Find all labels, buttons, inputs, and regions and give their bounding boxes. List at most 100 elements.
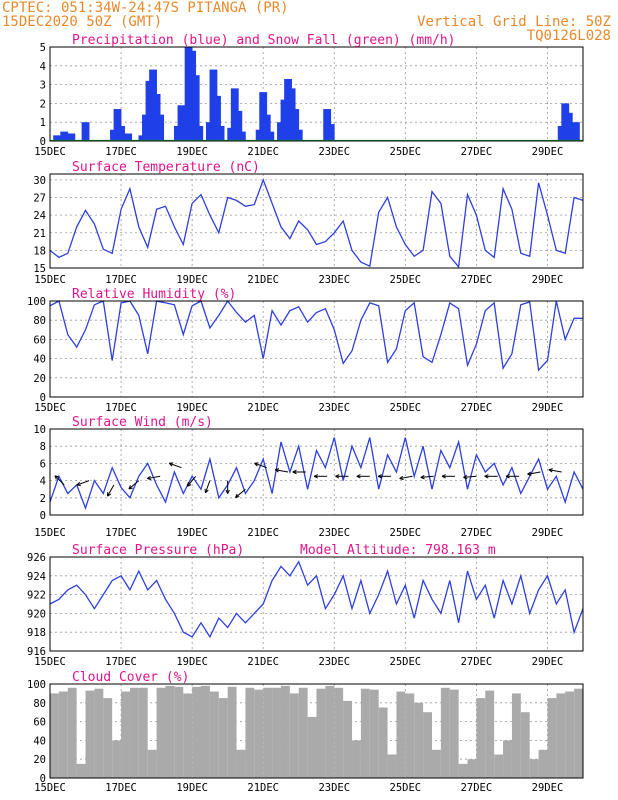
cloud-cover-bar: [94, 688, 104, 778]
wind-arrow-head: [377, 475, 382, 479]
x-tick-label: 27DEC: [461, 146, 493, 158]
plot-frame: [49, 46, 584, 142]
cloud-cover-bar: [58, 691, 68, 778]
precip-bar: [294, 129, 303, 141]
cloud-cover-bar: [209, 691, 219, 778]
x-tick-label: 23DEC: [318, 782, 350, 794]
y-tick-label: 916: [27, 646, 46, 658]
y-tick-label: 922: [27, 590, 46, 602]
wind-arrow-head: [274, 469, 279, 473]
wind-arrow-shaft: [76, 480, 90, 486]
panel-title: Cloud Cover (%): [72, 670, 189, 685]
y-tick-label: 80: [33, 315, 46, 327]
precip-bar: [177, 105, 186, 141]
precip-bar: [113, 109, 122, 141]
cloud-cover-bar: [369, 689, 379, 778]
x-tick-label: 23DEC: [318, 527, 350, 539]
precip-bar: [191, 75, 200, 141]
panel-title: Surface Pressure (hPa): [72, 543, 244, 558]
series-line: [49, 178, 584, 269]
wind-arrow-head: [187, 484, 192, 487]
cloud-cover-bar: [396, 691, 406, 778]
cloud-cover-bar: [165, 685, 175, 778]
wind-arrow: [420, 474, 434, 480]
x-tick-label: 17DEC: [105, 146, 137, 158]
wind-arrow-head: [235, 496, 240, 499]
precip-bar: [234, 110, 243, 141]
x-tick-label: 25DEC: [390, 146, 422, 158]
cloud-cover-bar: [174, 686, 184, 778]
cloud-cover-bar: [360, 688, 370, 778]
wind-arrow-head: [441, 474, 446, 477]
y-tick-label: 100: [27, 679, 46, 691]
x-tick-label: 23DEC: [318, 402, 350, 414]
y-tick-label: 8: [40, 441, 46, 453]
panel-3: 0 20 40 60 80 100 15DEC 17DEC 19DEC 21DEC 23DEC 25D…: [27, 287, 584, 414]
x-tick-label: 21DEC: [247, 146, 279, 158]
precip-bar: [60, 131, 69, 141]
wind-arrow: [168, 462, 182, 469]
x-tick-label: 29DEC: [532, 402, 564, 414]
y-tick-label: 926: [27, 552, 46, 564]
cloud-cover-bar: [227, 686, 237, 778]
y-tick-label: 100: [27, 296, 46, 308]
cloud-cover-bar: [272, 687, 281, 778]
x-tick-label: 29DEC: [532, 146, 564, 158]
wind-arrow-shaft: [254, 462, 267, 469]
precip-bar: [291, 109, 300, 141]
wind-arrow-head: [168, 462, 173, 467]
panel-annotation: Model Altitude: 798.163 m: [300, 543, 496, 558]
cloud-cover-bar: [574, 688, 583, 778]
cloud-cover-bar: [76, 763, 86, 778]
wind-arrow: [274, 468, 289, 473]
x-tick-label: 29DEC: [532, 782, 564, 794]
wind-arrow-shaft: [147, 475, 161, 480]
cloud-cover-bar: [85, 690, 95, 778]
wind-arrow-shaft: [235, 488, 246, 498]
y-tick-label: 6: [40, 458, 46, 470]
cloud-cover-bar: [538, 749, 548, 778]
cloud-cover-bar: [316, 688, 326, 778]
plot-frame: [49, 173, 584, 269]
wind-arrow-head: [292, 469, 297, 473]
x-tick-label: 27DEC: [461, 782, 493, 794]
x-tick-label: 17DEC: [105, 274, 137, 286]
wind-arrow-shaft: [548, 469, 562, 473]
cloud-cover-bar: [103, 698, 113, 778]
x-tick-label: 15DEC: [34, 402, 66, 414]
cloud-cover-bar: [449, 689, 459, 778]
y-tick-label: 918: [27, 627, 46, 639]
panel-6: 0 20 40 60 80 100 15DEC 17DEC 19DEC 21DEC 23DEC 25D…: [27, 670, 584, 794]
cloud-cover-bar: [343, 700, 353, 778]
header-location: CPTEC: 051:34W-24:47S PITANGA (PR): [2, 0, 289, 16]
cloud-cover-bar: [121, 691, 130, 778]
plot-frame: [49, 428, 584, 516]
wind-arrow: [76, 480, 90, 486]
precip-bar: [262, 114, 271, 141]
wind-arrow-head: [147, 475, 151, 479]
x-tick-label: 15DEC: [34, 782, 66, 794]
wind-arrow-head: [275, 468, 280, 471]
wind-arrow: [313, 474, 328, 479]
cloud-cover-bar: [245, 687, 255, 778]
wind-arrow-head: [205, 489, 209, 494]
cloud-cover-bar: [280, 685, 290, 778]
y-tick-label: 40: [33, 735, 46, 747]
panel-2: 15 18 21 24 27 30 15DEC 17DEC 19DEC 21DEC 23DEC 25D…: [33, 160, 584, 286]
wind-arrow-shaft: [204, 480, 211, 493]
wind-arrow-head: [505, 475, 510, 479]
wind-arrow: [505, 474, 520, 479]
x-tick-label: 21DEC: [247, 274, 279, 286]
y-tick-label: 18: [33, 245, 46, 257]
wind-arrow-head: [147, 478, 152, 481]
precip-bar: [124, 133, 133, 141]
x-tick-label: 17DEC: [105, 782, 137, 794]
precip-bar: [216, 125, 225, 141]
cloud-cover-bar: [423, 712, 432, 778]
cloud-cover-bar: [298, 687, 308, 778]
y-tick-label: 21: [33, 228, 46, 240]
wind-arrow: [484, 474, 498, 479]
wind-arrow-shaft: [399, 475, 413, 480]
cloud-cover-bar: [138, 687, 148, 778]
wind-arrow-head: [128, 485, 131, 490]
